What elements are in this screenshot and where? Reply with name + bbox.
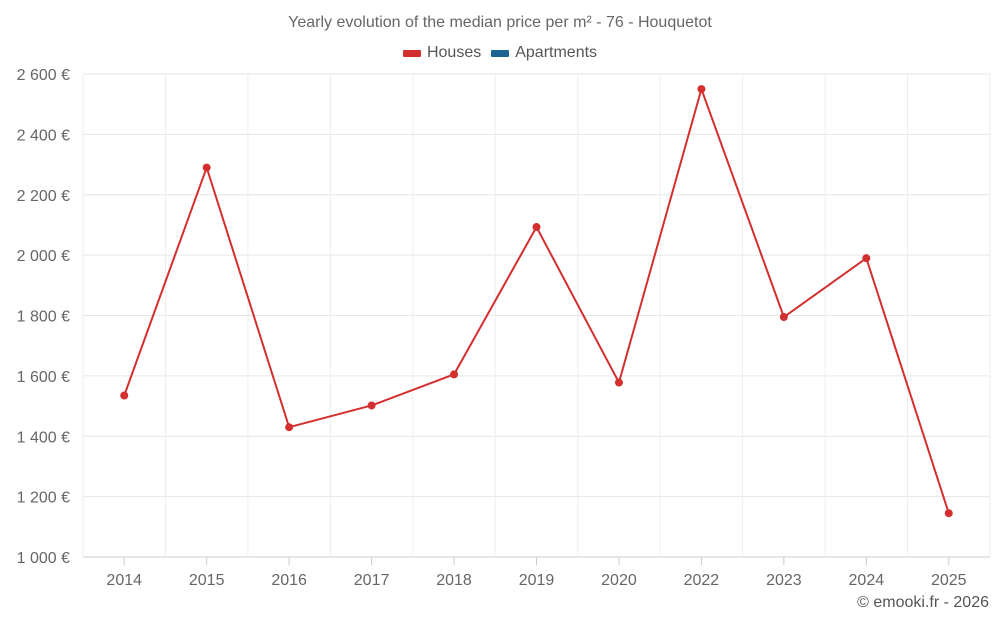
x-tick-label: 2014 (106, 572, 142, 589)
data-point-houses-2020[interactable] (614, 378, 623, 387)
y-tick-label: 2 600 € (17, 67, 70, 84)
data-point-houses-2014[interactable] (120, 391, 129, 400)
y-tick-label: 1 200 € (17, 490, 70, 507)
grid-layer (82, 73, 991, 558)
data-point-houses-2023[interactable] (779, 313, 788, 322)
x-tick-label: 2025 (931, 572, 967, 589)
y-tick-label: 1 000 € (17, 550, 70, 567)
data-point-houses-2025[interactable] (944, 509, 953, 518)
data-point-houses-2016[interactable] (285, 423, 294, 432)
legend: Houses Apartments (0, 44, 1000, 62)
chart-title: Yearly evolution of the median price per… (288, 14, 712, 31)
data-point-houses-2019[interactable] (532, 223, 541, 232)
x-tick-label: 2015 (189, 572, 225, 589)
y-tick-label: 1 400 € (17, 429, 70, 446)
legend-swatch-houses (402, 49, 421, 57)
credit-text: © emooki.fr - 2026 (857, 594, 989, 611)
legend-item-apartments[interactable]: Apartments (491, 44, 597, 62)
x-tick-label: 2022 (684, 572, 720, 589)
x-tick-label: 2019 (519, 572, 555, 589)
data-point-houses-2015[interactable] (202, 163, 211, 172)
data-point-houses-2022[interactable] (697, 85, 706, 94)
legend-label-apartments: Apartments (515, 44, 598, 61)
y-tick-label: 1 600 € (17, 369, 70, 386)
legend-swatch-apartments (491, 49, 510, 57)
x-tick-label: 2020 (601, 572, 637, 589)
legend-item-houses[interactable]: Houses (402, 44, 482, 62)
x-tick-label: 2018 (436, 572, 472, 589)
x-tick-label: 2023 (766, 572, 802, 589)
axis-layer: 1 000 € 1 200 € 1 400 € 1 600 € 1 800 € 2 000… (17, 67, 967, 589)
data-point-houses-2024[interactable] (862, 254, 871, 263)
x-tick-label: 2016 (271, 572, 307, 589)
data-point-houses-2017[interactable] (367, 401, 376, 410)
y-tick-label: 2 200 € (17, 188, 70, 205)
series-layer (120, 85, 953, 518)
data-point-houses-2018[interactable] (450, 370, 459, 379)
x-tick-label: 2017 (354, 572, 390, 589)
y-tick-label: 2 000 € (17, 248, 70, 265)
x-tick-label: 2024 (849, 572, 885, 589)
y-tick-label: 1 800 € (17, 309, 70, 326)
legend-label-houses: Houses (426, 44, 482, 61)
y-tick-label: 2 400 € (17, 127, 70, 144)
